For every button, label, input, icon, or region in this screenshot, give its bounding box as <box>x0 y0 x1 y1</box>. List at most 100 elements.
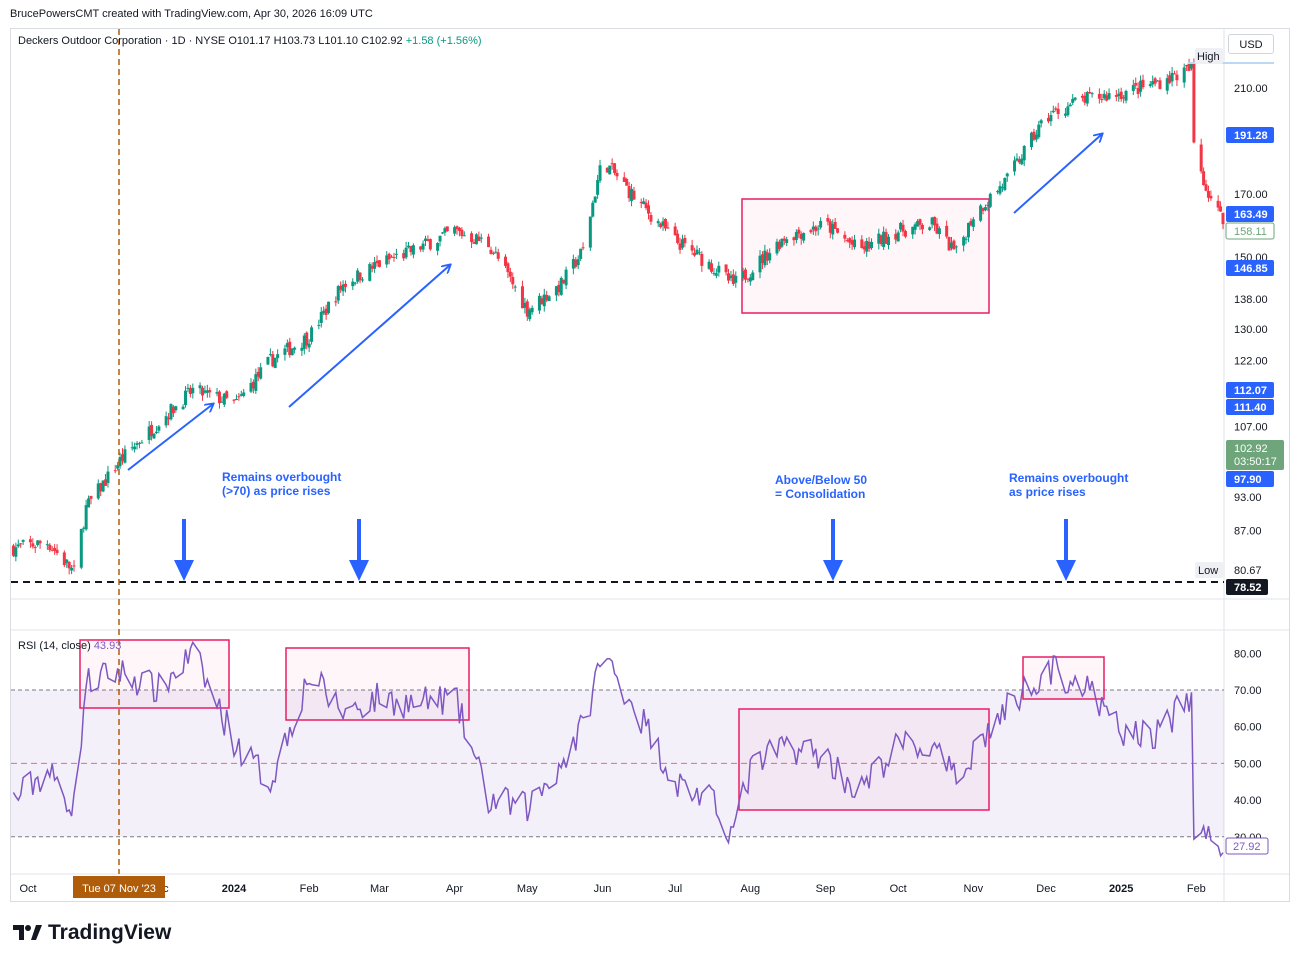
candle-body <box>799 233 803 239</box>
rsi-value: 43.93 <box>93 640 122 652</box>
candle-body <box>588 216 592 248</box>
candle-body <box>234 398 238 400</box>
candle-body <box>167 417 171 420</box>
last-price-bg <box>1226 440 1284 470</box>
candle-body <box>390 256 394 258</box>
price-tick-label: 93.00 <box>1234 492 1262 504</box>
candle-body <box>121 454 125 461</box>
candle-body <box>986 204 990 206</box>
candle-body <box>288 341 292 356</box>
price-tick-label: 170.00 <box>1234 189 1268 201</box>
candle-body <box>673 226 677 236</box>
candle-body <box>862 246 866 250</box>
candle-body <box>622 177 626 182</box>
candle-body <box>700 253 704 266</box>
candle-body <box>368 264 372 281</box>
candle-body <box>339 285 343 290</box>
candle-body <box>271 354 275 367</box>
candle-body <box>782 238 786 241</box>
candle-body <box>14 547 18 557</box>
price-box-consolidation <box>741 198 990 314</box>
tradingview-logo[interactable]: TradingView <box>12 921 171 945</box>
candle-body <box>945 225 949 237</box>
ohlc-low: L101.10 <box>318 35 358 47</box>
candle-body <box>811 226 815 230</box>
rsi-tick-label: 50.00 <box>1234 758 1262 770</box>
candle-body <box>232 399 236 401</box>
candle-body <box>763 250 767 266</box>
candle-body <box>242 392 246 396</box>
candle-body <box>751 272 755 281</box>
candle-body <box>266 356 270 365</box>
candle-body <box>894 233 898 240</box>
candle-body <box>608 165 612 175</box>
candle-body <box>45 544 49 546</box>
candle-body <box>525 301 529 317</box>
candle-body <box>743 269 747 280</box>
price-tick-label: 122.00 <box>1234 356 1268 368</box>
time-tick-label: Oct <box>890 883 907 895</box>
candle-body <box>819 220 823 228</box>
candle-body <box>237 396 241 398</box>
currency-button[interactable]: USD <box>1228 34 1274 54</box>
candle-body <box>1051 110 1055 113</box>
candle-body <box>1182 67 1186 83</box>
countdown: 03:50:17 <box>1234 456 1277 468</box>
price-tick-label: 210.00 <box>1234 83 1268 95</box>
down-arrow-head <box>174 560 194 581</box>
candle-body <box>576 259 580 266</box>
candle-body <box>605 167 609 173</box>
candle-body <box>1071 98 1075 103</box>
candle-body <box>731 274 735 284</box>
candle-body <box>1151 81 1155 85</box>
candle-body <box>496 252 500 259</box>
symbol-legend[interactable]: Deckers Outdoor Corporation · 1D · NYSE … <box>18 35 482 47</box>
candle-body <box>591 202 595 217</box>
candle-body <box>118 457 122 467</box>
candle-body <box>1085 92 1089 104</box>
candle-body <box>249 382 253 392</box>
candle-body <box>913 224 917 230</box>
candle-body <box>186 387 190 389</box>
symbol-title[interactable]: Deckers Outdoor Corporation · 1D · NYSE <box>18 35 226 47</box>
candle-body <box>537 295 541 311</box>
high-label: High <box>1197 51 1220 63</box>
candle-body <box>579 248 583 259</box>
time-tick-label: Mar <box>370 883 389 895</box>
candle-body <box>322 310 326 314</box>
candle-body <box>1134 82 1138 86</box>
candle-body <box>317 324 321 326</box>
candle-body <box>564 269 568 286</box>
candle-body <box>336 286 340 301</box>
time-tick-label: Oct <box>19 883 36 895</box>
time-tick-label: Dec <box>1036 883 1056 895</box>
candle-body <box>615 172 619 177</box>
candle-body <box>867 241 871 249</box>
candle-body <box>1030 132 1034 148</box>
candle-body <box>540 298 544 305</box>
candle-body <box>559 277 563 295</box>
candle-body <box>1153 78 1157 84</box>
candle-body <box>251 381 255 389</box>
candle-body <box>870 241 874 249</box>
candle-body <box>1173 73 1177 75</box>
candle-body <box>1192 63 1196 143</box>
candle-body <box>545 295 549 301</box>
candle-body <box>1136 88 1140 95</box>
candle-body <box>470 233 474 243</box>
rsi-tick-label: 60.00 <box>1234 722 1262 734</box>
rsi-legend[interactable]: RSI (14, close) 43.93 <box>18 640 121 652</box>
rsi-current-value: 27.92 <box>1233 841 1261 853</box>
candle-body <box>937 228 941 235</box>
candle-body <box>954 246 958 248</box>
candle-body <box>1117 93 1121 97</box>
candle-body <box>341 284 345 292</box>
high-tag-bg <box>1195 48 1223 64</box>
candle-body <box>123 449 127 463</box>
candle-body <box>741 271 745 279</box>
candle-body <box>479 237 483 239</box>
candle-body <box>188 387 192 394</box>
candle-body <box>1204 184 1208 191</box>
candle-body <box>477 236 481 242</box>
